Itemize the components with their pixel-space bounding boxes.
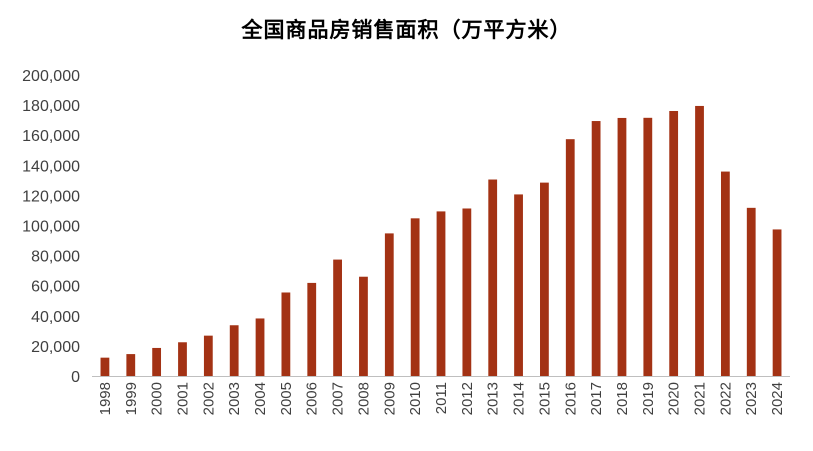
- y-tick-label: 120,000: [22, 188, 80, 205]
- x-tick-label: 2007: [330, 382, 347, 415]
- bar-1998: [100, 357, 110, 376]
- x-tick-label: 2000: [149, 382, 166, 415]
- x-tick-label: 2022: [717, 382, 734, 415]
- y-tick-label: 20,000: [31, 339, 80, 356]
- bar-2010: [410, 218, 420, 376]
- bar-2024: [772, 229, 782, 376]
- y-tick-label: 100,000: [22, 219, 80, 236]
- x-tick-label: 2001: [174, 382, 191, 415]
- x-tick-label: 2009: [381, 382, 398, 415]
- x-tick-label: 2003: [226, 382, 243, 415]
- x-tick-label: 1998: [97, 382, 114, 415]
- x-tick-label: 2019: [640, 382, 657, 415]
- y-tick-label: 40,000: [31, 309, 80, 326]
- bar-2001: [178, 342, 187, 376]
- x-tick-label: 2011: [433, 382, 450, 414]
- bar-2003: [229, 325, 239, 376]
- bar-2022: [720, 171, 730, 376]
- bar-2019: [643, 117, 653, 376]
- x-tick-label: 2014: [511, 382, 528, 415]
- bar-2013: [488, 179, 498, 376]
- y-tick-label: 180,000: [22, 98, 80, 115]
- bars: [100, 105, 782, 377]
- bar-2015: [540, 182, 549, 376]
- x-tick-label: 2015: [536, 382, 553, 415]
- bar-2004: [255, 318, 265, 376]
- x-tick-label: 2023: [743, 382, 760, 415]
- bar-2023: [746, 207, 756, 376]
- x-axis-ticks: 1998 1999 2000 2001 2002 2003 2004 2005 2006 2007…: [97, 382, 786, 415]
- x-tick-label: 2005: [278, 382, 295, 415]
- bar-1999: [126, 354, 136, 376]
- y-tick-label: 140,000: [22, 158, 80, 175]
- bar-2018: [617, 117, 627, 376]
- x-tick-label: 2016: [562, 382, 579, 415]
- bar-2011: [436, 211, 446, 376]
- chart-title: 全国商品房销售面积（万平方米）: [241, 17, 572, 42]
- bar-2014: [514, 194, 523, 376]
- x-tick-label: 2008: [355, 382, 372, 415]
- x-tick-label: 2020: [666, 382, 683, 415]
- x-tick-label: 2004: [252, 382, 269, 415]
- x-tick-label: 2010: [407, 382, 424, 415]
- x-tick-label: 2006: [304, 382, 321, 415]
- y-tick-label: 160,000: [22, 128, 80, 145]
- x-tick-label: 2017: [588, 382, 605, 415]
- y-tick-label: 0: [71, 369, 80, 386]
- bar-2009: [384, 233, 394, 376]
- bar-2017: [591, 121, 601, 376]
- bar-2005: [281, 292, 291, 376]
- bar-2021: [695, 105, 704, 376]
- x-tick-label: 2018: [614, 382, 631, 415]
- bar-2012: [462, 208, 472, 376]
- bar-2007: [333, 259, 342, 376]
- x-tick-label: 2002: [200, 382, 217, 415]
- bar-2006: [307, 282, 317, 376]
- x-tick-label: 2021: [692, 382, 709, 415]
- x-tick-label: 2013: [485, 382, 502, 415]
- y-tick-label: 200,000: [22, 68, 80, 85]
- bar-2020: [669, 110, 679, 377]
- bar-2008: [359, 276, 368, 376]
- x-tick-label: 1999: [123, 382, 140, 415]
- bar-2000: [152, 347, 162, 376]
- y-tick-label: 60,000: [31, 279, 80, 296]
- y-axis-ticks: 0 20,000 40,000 60,000 80,000 100,000 120,000 1…: [22, 68, 80, 386]
- x-tick-label: 2024: [769, 382, 786, 415]
- bar-2002: [203, 335, 213, 376]
- bar-2016: [565, 139, 575, 376]
- y-tick-label: 80,000: [31, 249, 80, 266]
- x-tick-label: 2012: [459, 382, 476, 415]
